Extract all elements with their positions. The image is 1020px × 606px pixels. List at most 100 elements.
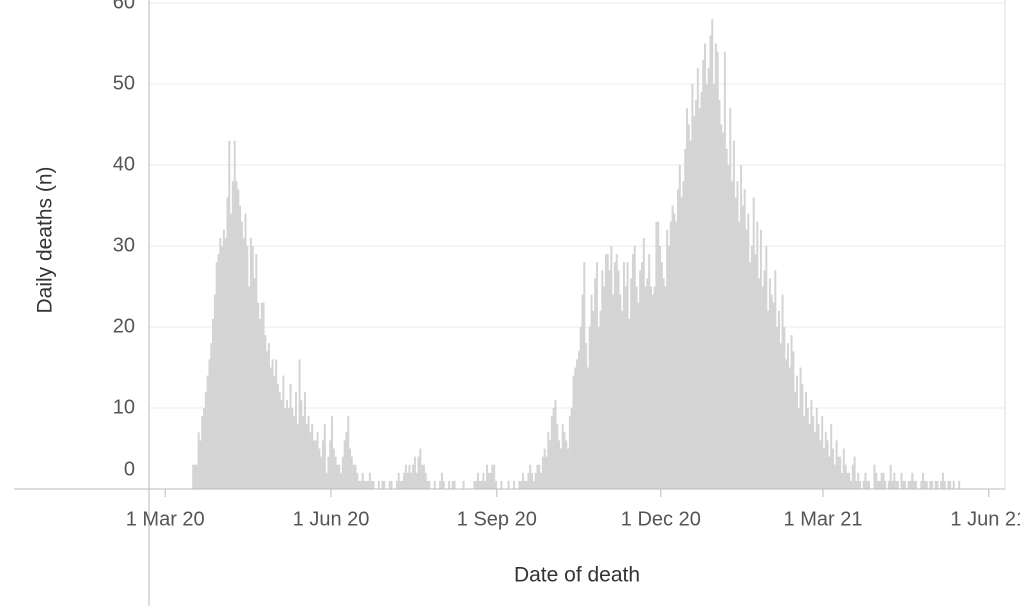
bar bbox=[841, 472, 844, 489]
bar bbox=[923, 480, 926, 489]
y-tick-label: 40 bbox=[113, 153, 135, 175]
bar bbox=[433, 480, 436, 489]
bar bbox=[813, 432, 816, 489]
bar bbox=[599, 310, 602, 489]
bar bbox=[835, 440, 838, 489]
bar bbox=[536, 464, 539, 489]
bar bbox=[222, 229, 225, 490]
bar bbox=[523, 480, 526, 489]
bar bbox=[624, 286, 627, 489]
x-tick-label: 1 Jun 21 bbox=[950, 508, 1020, 530]
bar bbox=[922, 472, 925, 489]
bar bbox=[314, 440, 317, 489]
bar bbox=[831, 448, 834, 489]
bar bbox=[657, 221, 660, 489]
bar bbox=[770, 294, 773, 489]
bar bbox=[462, 480, 465, 489]
bar bbox=[729, 108, 732, 490]
bar bbox=[258, 318, 261, 489]
bar bbox=[668, 246, 671, 489]
bar bbox=[781, 294, 784, 489]
bar bbox=[428, 480, 431, 489]
bar bbox=[368, 472, 371, 489]
bar bbox=[880, 472, 883, 489]
bar bbox=[842, 448, 845, 489]
bar bbox=[722, 132, 725, 489]
bar bbox=[815, 408, 818, 489]
bar bbox=[327, 456, 330, 489]
bar bbox=[822, 448, 825, 489]
bar bbox=[518, 480, 521, 489]
bar bbox=[406, 472, 409, 489]
bar bbox=[255, 254, 258, 489]
bar bbox=[550, 416, 553, 489]
bar bbox=[617, 270, 620, 489]
bar bbox=[633, 246, 636, 489]
bar bbox=[844, 464, 847, 489]
bar bbox=[558, 440, 561, 489]
y-tick-label: 10 bbox=[113, 396, 135, 418]
bar bbox=[846, 472, 849, 489]
bar bbox=[298, 359, 301, 489]
bar bbox=[212, 318, 215, 489]
bar bbox=[554, 399, 557, 489]
bar bbox=[655, 221, 658, 489]
bar bbox=[251, 246, 254, 489]
bar bbox=[334, 456, 337, 489]
bar bbox=[615, 254, 618, 489]
bar bbox=[296, 424, 299, 489]
bar bbox=[240, 221, 243, 489]
bar bbox=[749, 262, 752, 489]
bar bbox=[675, 221, 678, 489]
bar bbox=[349, 448, 352, 489]
bar bbox=[637, 302, 640, 489]
bar bbox=[653, 286, 656, 489]
bar bbox=[235, 181, 238, 489]
bar bbox=[595, 262, 598, 489]
bar bbox=[195, 464, 198, 489]
bar bbox=[628, 318, 631, 489]
bar bbox=[801, 383, 804, 489]
bar bbox=[527, 472, 530, 489]
bar bbox=[859, 480, 862, 489]
bar bbox=[853, 456, 856, 489]
bar bbox=[233, 140, 236, 489]
bar bbox=[390, 480, 393, 489]
bar bbox=[325, 472, 328, 489]
bar bbox=[891, 480, 894, 489]
bar bbox=[413, 456, 416, 489]
bar bbox=[318, 448, 321, 489]
bar bbox=[388, 480, 391, 489]
bar bbox=[217, 254, 220, 489]
bar bbox=[689, 140, 692, 489]
bar bbox=[777, 310, 780, 489]
bar bbox=[732, 140, 735, 489]
bar bbox=[941, 472, 944, 489]
bar bbox=[940, 480, 943, 489]
bar bbox=[833, 464, 836, 489]
y-tick-label: 30 bbox=[113, 234, 135, 256]
bar bbox=[552, 408, 555, 489]
bar bbox=[662, 278, 665, 489]
bar bbox=[958, 480, 961, 489]
bar bbox=[347, 416, 350, 489]
bar bbox=[294, 391, 297, 489]
bar bbox=[799, 367, 802, 489]
bar bbox=[358, 480, 361, 489]
bar bbox=[363, 480, 366, 489]
bar bbox=[810, 399, 813, 489]
bar bbox=[759, 229, 762, 490]
bar bbox=[538, 464, 541, 489]
bar bbox=[440, 472, 443, 489]
bar bbox=[947, 480, 950, 489]
bar bbox=[756, 221, 759, 489]
bar bbox=[895, 480, 898, 489]
bar bbox=[877, 480, 880, 489]
bar bbox=[559, 448, 562, 489]
bar bbox=[583, 262, 586, 489]
bar bbox=[821, 416, 824, 489]
bar bbox=[520, 480, 523, 489]
bar bbox=[693, 116, 696, 490]
bar bbox=[812, 416, 815, 489]
bar bbox=[224, 237, 227, 489]
